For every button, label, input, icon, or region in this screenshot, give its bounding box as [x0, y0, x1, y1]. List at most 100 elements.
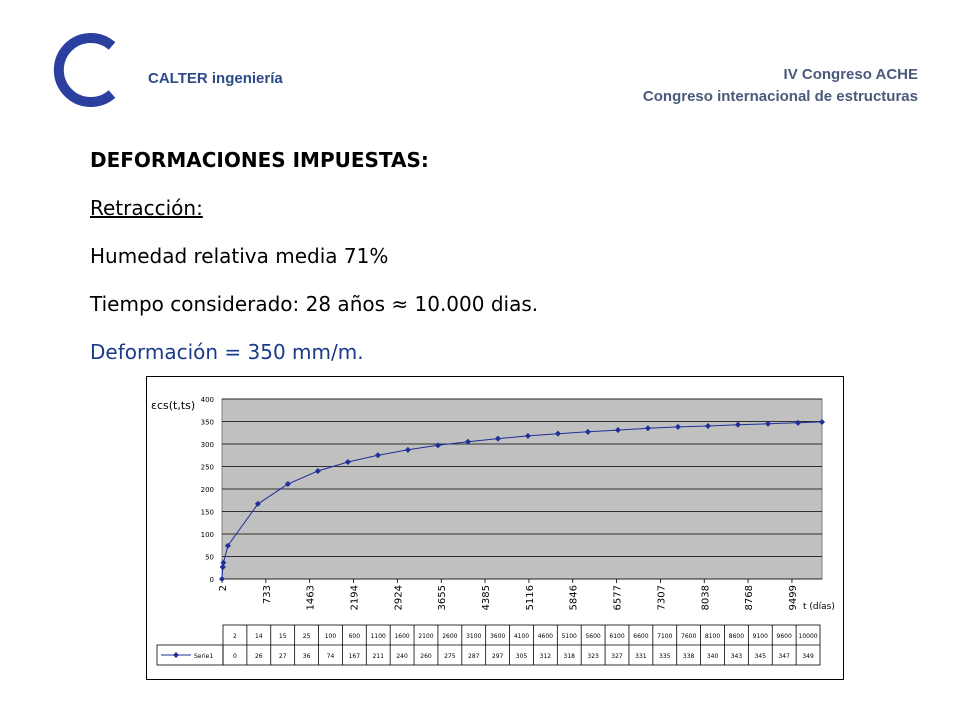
table-x-cell: 2600 — [442, 633, 457, 640]
congress-line1: IV Congreso ACHE — [783, 66, 918, 83]
data-point — [219, 563, 226, 570]
humidity-text: Humedad relativa media 71% — [90, 244, 389, 268]
table-x-cell: 4100 — [514, 633, 529, 640]
table-x-cell: 1100 — [371, 633, 386, 640]
series-points — [219, 418, 825, 582]
x-tick-label: 7307 — [656, 585, 667, 610]
data-point — [404, 446, 411, 453]
x-tick-label: 2 — [218, 585, 229, 591]
data-point — [344, 459, 351, 465]
table-value-cell: 167 — [349, 653, 361, 660]
table-x-cell: 2100 — [418, 633, 433, 640]
table-x-cell: 9100 — [753, 633, 768, 640]
table-value-cell: 27 — [279, 653, 287, 660]
y-axis-label: εcs(t,ts) — [151, 399, 195, 412]
table-x-cell: 100 — [325, 633, 337, 640]
table-value-cell: 287 — [468, 653, 480, 660]
x-tick-label: 9499 — [788, 585, 799, 610]
table-value-cell: 335 — [659, 653, 671, 660]
data-point — [434, 442, 441, 449]
slide-title: DEFORMACIONES IMPUESTAS: — [90, 148, 429, 172]
data-point — [224, 542, 231, 549]
table-x-cell: 9600 — [777, 633, 792, 640]
legend-swatch-marker — [173, 652, 179, 658]
company-name: CALTER ingeniería — [148, 70, 283, 87]
table-value-cell: 327 — [611, 653, 623, 660]
table-x-cell: 5100 — [562, 633, 577, 640]
data-point — [524, 432, 531, 439]
y-tick-label: 100 — [201, 531, 214, 539]
data-point — [254, 500, 261, 507]
y-tick-labels: 0 50 100 150 200 250 300 350 400 — [201, 396, 214, 584]
table-x-cell: 8600 — [729, 633, 744, 640]
x-tick-label: 5116 — [525, 585, 536, 610]
table-value-cell: 36 — [303, 653, 311, 660]
y-tick-label: 300 — [201, 441, 214, 449]
table-x-cell: 5600 — [585, 633, 600, 640]
data-point — [674, 423, 681, 430]
data-point — [219, 576, 225, 582]
data-point — [284, 481, 291, 488]
slide-content: DEFORMACIONES IMPUESTAS: Retracción: Hum… — [90, 140, 538, 380]
table-value-cell: 340 — [707, 653, 719, 660]
y-tick-label: 200 — [201, 486, 214, 494]
table-value-cell: 331 — [635, 653, 647, 660]
data-point — [220, 559, 227, 566]
table-x-cell: 15 — [279, 633, 287, 640]
grid-lines — [222, 398, 822, 580]
table-value-cell: 26 — [255, 653, 263, 660]
data-point — [554, 430, 561, 437]
x-tick-label: 2194 — [350, 585, 361, 610]
table-x-cell: 14 — [255, 633, 263, 640]
table-x-cell: 1600 — [394, 633, 409, 640]
x-tick-labels: 2 733 1463 2194 2924 3655 4385 5116 5846 6577 7307… — [218, 579, 799, 610]
table-x-cell: 4600 — [538, 633, 553, 640]
table-value-cell: 323 — [587, 653, 599, 660]
table-value-cell: 349 — [802, 653, 814, 660]
y-tick-label: 0 — [210, 576, 214, 584]
deformation-text: Deformación = 350 mm/m. — [90, 340, 364, 364]
data-point — [374, 452, 381, 459]
shrinkage-chart: 0 50 100 150 200 250 300 350 400 2 733 1463 2194 292… — [146, 376, 844, 680]
table-value-cell: 240 — [396, 653, 408, 660]
table-x-cell: 10000 — [799, 633, 818, 640]
y-tick-label: 400 — [201, 396, 214, 404]
data-point — [794, 419, 801, 426]
table-value-cell: 343 — [731, 653, 743, 660]
data-point — [314, 468, 321, 474]
x-tick-label: 5846 — [569, 585, 580, 610]
data-point — [734, 421, 741, 428]
table-x-cell: 7100 — [657, 633, 672, 640]
x-axis-label: t (días) — [803, 602, 835, 612]
x-tick-label: 1463 — [306, 585, 317, 610]
table-value-cell: 297 — [492, 653, 504, 660]
table-x-cell: 600 — [349, 633, 361, 640]
data-point — [764, 420, 771, 427]
table-value-cell: 345 — [755, 653, 767, 660]
table-x-cell: 7600 — [681, 633, 696, 640]
legend-label: Serie1 — [194, 653, 213, 660]
table-x-cell: 6100 — [609, 633, 624, 640]
congress-header: IV Congreso ACHE Congreso internacional … — [643, 64, 918, 108]
table-value-cell: 318 — [564, 653, 576, 660]
table-value-cell: 0 — [233, 653, 237, 660]
table-value-cell: 74 — [327, 653, 335, 660]
data-point — [614, 427, 621, 434]
legend-cell — [156, 644, 224, 666]
table-value-cell: 347 — [778, 653, 790, 660]
x-tick-label: 2924 — [393, 585, 404, 610]
time-text: Tiempo considerado: 28 años ≈ 10.000 dia… — [90, 292, 539, 316]
data-table: Serie1 2 0 14 26 15 27 25 36 100 74 600 167 1100 211 16… — [156, 624, 821, 666]
table-x-cell: 2 — [233, 633, 237, 640]
y-tick-label: 250 — [201, 464, 214, 472]
data-point — [494, 435, 501, 442]
y-tick-label: 150 — [201, 509, 214, 517]
x-tick-label: 8768 — [744, 585, 755, 610]
x-tick-label: 3655 — [437, 585, 448, 610]
section-subtitle: Retracción: — [90, 196, 203, 220]
data-point — [704, 423, 711, 429]
congress-line2: Congreso internacional de estructuras — [642, 88, 918, 105]
table-value-cell: 338 — [683, 653, 695, 660]
data-point — [464, 438, 471, 445]
